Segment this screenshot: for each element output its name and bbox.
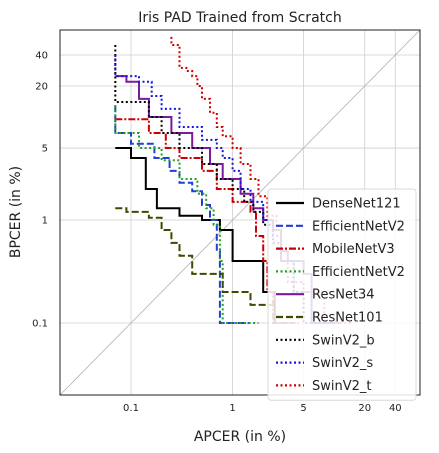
- legend-label: EfficientNetV2: [312, 265, 405, 280]
- legend-label: SwinV2_s: [312, 356, 373, 371]
- y-tick-label: 1: [42, 216, 48, 227]
- series-line: [114, 105, 251, 324]
- diagonal-reference-line: [59, 29, 421, 396]
- y-tick-label: 0.1: [32, 319, 48, 330]
- x-tick-label: 20: [358, 403, 371, 414]
- series-line: [115, 147, 288, 324]
- x-tick-label: 0.1: [123, 403, 139, 414]
- legend-label: MobileNetV3: [312, 242, 395, 257]
- y-tick-label: 20: [35, 82, 48, 93]
- y-tick-labels: 0.1 1 5 20 40: [32, 51, 48, 330]
- y-tick-label: 5: [42, 144, 48, 155]
- x-tick-label: 5: [300, 403, 306, 414]
- series-line: [114, 105, 259, 324]
- chart-title: Iris PAD Trained from Scratch: [138, 10, 341, 26]
- x-tick-labels: 0.1 1 5 20 40: [123, 403, 402, 414]
- legend-label: ResNet34: [312, 288, 375, 303]
- x-axis-label: APCER (in %): [194, 429, 286, 445]
- legend-label: SwinV2_t: [312, 379, 372, 394]
- y-tick-label: 40: [35, 51, 48, 62]
- y-axis-label: BPCER (in %): [8, 166, 24, 258]
- legend-label: SwinV2_b: [312, 333, 375, 348]
- legend-label: EfficientNetV2: [312, 219, 405, 234]
- legend-label: DenseNet121: [312, 197, 401, 212]
- legend-label: ResNet101: [312, 311, 383, 326]
- series-line: [115, 207, 273, 306]
- x-tick-label: 40: [389, 403, 402, 414]
- legend-box: [267, 188, 417, 401]
- legend: DenseNet121 EfficientNetV2 MobileNetV3 Effi…: [267, 188, 417, 401]
- x-tick-label: 1: [229, 403, 235, 414]
- plot-frame: [59, 29, 421, 396]
